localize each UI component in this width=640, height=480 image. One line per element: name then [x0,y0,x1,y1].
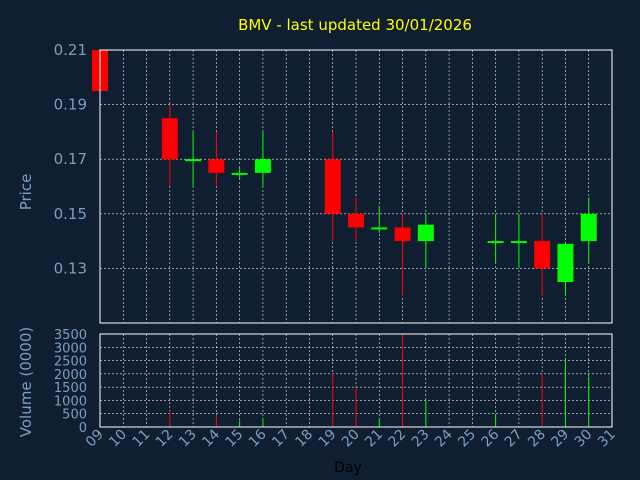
x-tick-label: 31 [595,427,619,451]
candle-body [557,243,574,283]
x-tick-label: 10 [106,427,130,451]
price-tick-label: 0.13 [54,259,87,277]
candle-body [254,159,271,173]
price-tick-label: 0.17 [54,150,87,168]
x-tick-label: 15 [223,427,247,451]
candle-body [208,159,225,173]
x-tick-label: 11 [129,427,153,451]
marks-layer [92,50,597,427]
price-panel-frame [99,49,613,324]
volume-tick-label: 1500 [54,381,87,396]
volume-panel-frame [99,333,613,428]
x-tick-label: 17 [269,427,293,451]
volume-tick-label: 3500 [54,328,87,343]
price-axis-label: Price [17,174,35,211]
volume-tick-label: 500 [62,408,87,423]
x-tick-label: 28 [525,427,549,451]
candle-body [348,213,364,228]
candle-body [161,118,178,160]
x-tick-label: 21 [362,427,386,451]
volume-tick-label: 1000 [54,394,87,409]
x-tick-label: 25 [455,427,479,451]
candle-body [580,213,597,242]
x-tick-label: 16 [246,426,270,450]
x-tick-label: 23 [409,427,433,451]
price-tick-label: 0.19 [54,96,87,114]
volume-tick-label: 2500 [54,355,87,370]
candle-body [394,227,411,242]
volume-tick-label: 0 [79,421,87,436]
x-tick-label: 12 [153,427,177,451]
chart-title: BMV - last updated 30/01/2026 [238,16,472,34]
volume-tick-label: 2000 [54,368,87,383]
candle-body [534,241,551,269]
x-tick-label: 30 [572,427,596,451]
x-tick-label: 14 [199,426,223,450]
volume-tick-label: 3000 [54,341,87,356]
candle-body [371,227,388,230]
x-tick-label: 24 [432,426,456,450]
x-tick-label: 18 [292,427,316,451]
x-tick-label: 20 [339,427,363,451]
x-tick-label: 19 [316,427,340,451]
axes-layer: 0.21 0.19 0.17 0.15 0.13 35003000250020001500… [54,41,619,450]
x-tick-label: 27 [502,427,526,451]
candle-body [231,172,248,175]
price-tick-label: 0.21 [54,41,87,59]
candle-body [510,241,527,244]
x-tick-label: 26 [479,426,503,450]
x-axis-label: Day [334,460,362,476]
candle-body [417,224,434,242]
x-tick-label: 22 [385,427,409,451]
x-tick-label: 29 [548,427,572,451]
price-tick-label: 0.15 [54,205,87,223]
candle-body [185,159,202,162]
volume-axis-label: Volume (0000) [17,327,35,437]
candle-body [487,241,504,244]
x-tick-label: 13 [176,427,200,451]
candle-body [324,159,341,214]
